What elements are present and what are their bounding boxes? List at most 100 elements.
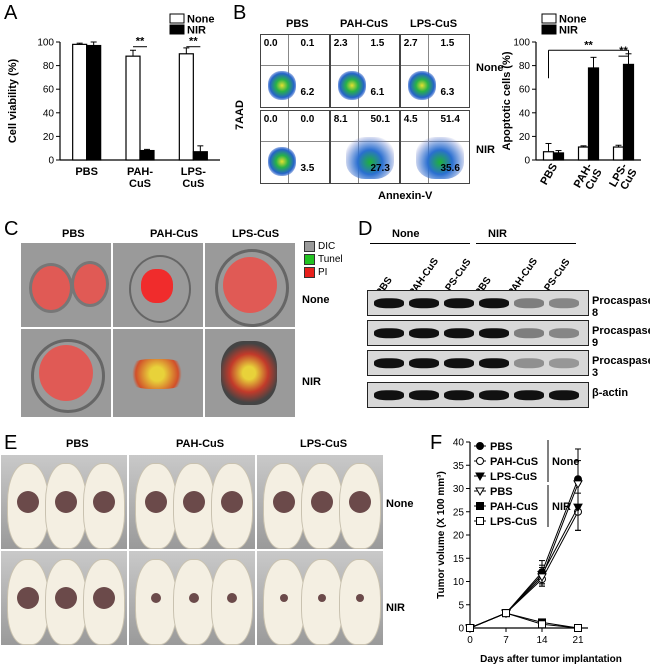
flow-gate-h (261, 65, 329, 67)
flow-gate-h (401, 65, 469, 67)
y-tick-label: 5 (458, 600, 464, 611)
mouse-body (263, 559, 305, 645)
panel-label-b: B (233, 2, 247, 24)
flow-quadrant-value: 2.3 (333, 37, 348, 49)
panel-label-d: D (358, 218, 373, 240)
legend-label-tunel: Tunel (318, 254, 343, 265)
y-tick-label: 10 (453, 577, 465, 588)
wb-band (479, 358, 509, 368)
flow-quadrant-value: 35.6 (440, 162, 460, 174)
micro-title-pah: PAH-CuS (150, 228, 199, 240)
wb-band (444, 390, 474, 400)
wb-blot-row (367, 382, 589, 408)
y-axis-label: Tumor volume (X 100 mm³) (436, 471, 447, 599)
tumor (17, 587, 39, 609)
flow-quadrant-value: 0.0 (263, 37, 278, 49)
wb-band (514, 358, 544, 368)
category-label: PAH-CuS (127, 166, 153, 190)
wb-band (549, 328, 579, 338)
microscopy-panel-c: PBS PAH-CuS LPS-CuS None NIR DIC Tunel (20, 228, 356, 428)
tumor (145, 491, 167, 513)
micro-title-lps: LPS-CuS (232, 228, 280, 240)
tumor (356, 594, 364, 602)
flow-quadrant-value: 4.5 (403, 113, 418, 125)
legend-swatch (541, 24, 557, 35)
y-axis-label: Cell viability (%) (7, 58, 19, 143)
mice-panel-e: PBS PAH-CuS LPS-CuS None NIR (0, 438, 430, 664)
legend-swatch-tunel (304, 254, 315, 265)
wb-blot-row (367, 290, 589, 316)
flow-cluster (415, 136, 464, 179)
tumor (221, 491, 243, 513)
legend-label: PAH-CuS (490, 456, 538, 468)
legend-marker (476, 457, 484, 465)
tumor (318, 594, 326, 602)
y-tick-label: 20 (43, 132, 55, 143)
wb-protein-label: β-actin (592, 387, 629, 399)
wb-blot-row (367, 350, 589, 376)
wb-band (374, 298, 404, 308)
flow-plot: 0.0 0.1 6.2 (260, 34, 330, 108)
mouse-body (83, 463, 125, 549)
y-tick-label: 40 (453, 438, 465, 449)
wb-band (549, 390, 579, 400)
x-tick-label: 14 (536, 635, 548, 646)
flow-xaxis-label: Annexin-V (378, 190, 433, 202)
legend-label: LPS-CuS (490, 516, 537, 528)
legend-swatch (169, 13, 185, 24)
y-tick-label: 20 (453, 531, 465, 542)
flow-quadrant-value: 3.5 (300, 162, 315, 174)
tumor (349, 491, 371, 513)
legend-label: PBS (490, 441, 513, 453)
wb-group-none: None (392, 228, 420, 240)
flow-quadrant-value: 1.5 (440, 37, 455, 49)
wb-band (479, 328, 509, 338)
data-point (537, 573, 547, 582)
wb-band (549, 298, 579, 308)
legend-marker (476, 517, 484, 525)
wb-band (409, 328, 439, 338)
tumor (273, 491, 295, 513)
flow-title-pah: PAH-CuS (340, 18, 389, 30)
wb-group-line-none (370, 243, 470, 244)
y-tick-label: 20 (519, 132, 531, 143)
legend-swatch (169, 24, 185, 35)
flow-quadrant-value: 0.0 (263, 113, 278, 125)
wb-group-nir: NIR (488, 228, 507, 240)
wb-protein-label: Procaspase-9 (592, 325, 650, 349)
western-panel-d: None NIR PBS PAH-CuS LPS-CuS PBS PAH-CuS LPS-… (367, 228, 650, 408)
wb-band (409, 298, 439, 308)
legend-marker (475, 487, 485, 497)
flow-gate-h (261, 141, 329, 143)
flow-cluster (267, 71, 297, 100)
micro-nir-pah (112, 328, 204, 418)
y-tick-label: 15 (453, 554, 465, 565)
tumor (93, 587, 115, 609)
mice-row-nir: NIR (386, 602, 405, 614)
y-tick-label: 40 (43, 108, 55, 119)
tumor (227, 593, 237, 603)
legend-marker (475, 472, 485, 482)
mouse-photo (128, 550, 256, 646)
tumor (189, 593, 199, 603)
flow-cluster (267, 147, 297, 176)
mouse-photo (128, 454, 256, 550)
wb-group-line-nir (476, 243, 576, 244)
y-tick-label: 0 (458, 624, 464, 635)
category-label: PBS (75, 166, 98, 178)
legend-swatch-dic (304, 241, 315, 252)
category-label-line: LPS- (181, 166, 206, 178)
y-tick-label: 100 (513, 38, 530, 49)
significance-stars: ** (136, 36, 145, 48)
tumor (55, 587, 77, 609)
micro-nir-pbs (20, 328, 112, 418)
tumor (17, 491, 39, 513)
mouse-body (339, 463, 381, 549)
flow-quadrant-value: 0.0 (300, 113, 315, 125)
wb-band (514, 298, 544, 308)
tumor (183, 491, 205, 513)
legend-marker (476, 442, 484, 450)
mouse-body (7, 463, 49, 549)
wb-band (409, 358, 439, 368)
